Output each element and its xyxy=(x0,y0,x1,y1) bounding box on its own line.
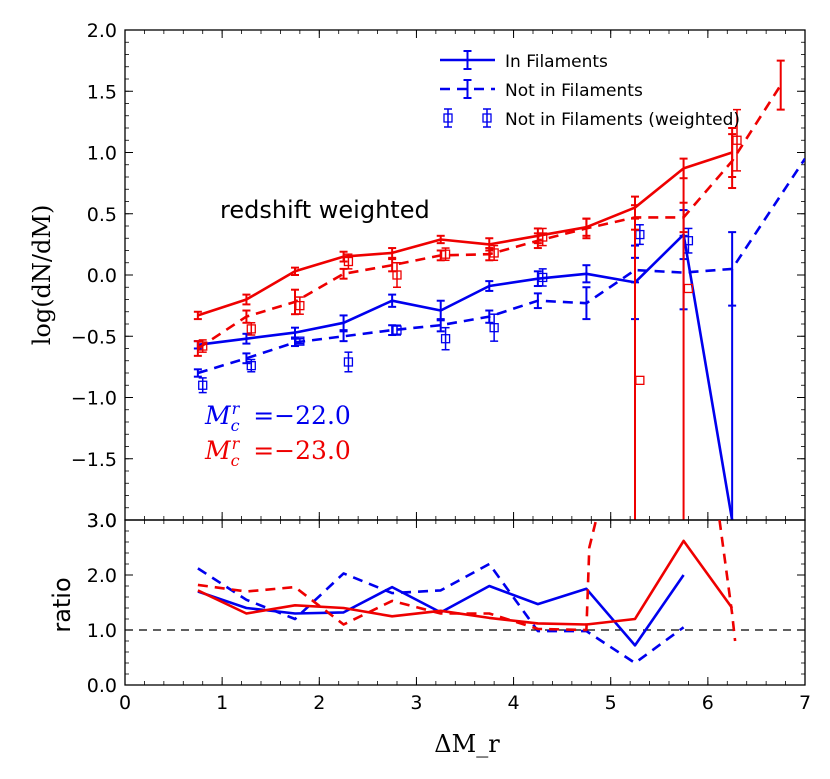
x-axis-label: ΔM_r xyxy=(434,730,500,758)
y-tick-label-main: 2.0 xyxy=(87,20,117,42)
square-marker xyxy=(246,360,256,371)
square-marker xyxy=(489,323,499,333)
square-marker xyxy=(343,357,354,367)
y-tick-label-main: −0.5 xyxy=(71,326,117,348)
x-tick-label: 0 xyxy=(119,692,131,714)
y-tick-label-main: 3.0 xyxy=(87,510,117,532)
square-marker xyxy=(198,380,208,390)
series-line-1 xyxy=(197,157,805,375)
y-tick-label-ratio: 1.0 xyxy=(87,620,117,642)
x-tick-label: 1 xyxy=(216,692,228,714)
square-marker xyxy=(246,324,256,334)
main-panel: 2.0 1.5 1.0 0.5 0.0 −0.5 −1.0 −1.5 3.0 xyxy=(71,20,806,685)
mc-label-1: Mcr =−23.0 xyxy=(204,434,351,470)
y-tick-label-main: −1.0 xyxy=(71,388,117,410)
ratio-panel: 0 1 2 3 4 5 6 7 0.0 1.0 2.0 3.0 xyxy=(87,510,811,714)
main-series xyxy=(193,59,805,520)
ratio-line-2 xyxy=(197,539,734,626)
y-axis-label-ratio: ratio xyxy=(48,577,76,632)
x-tick-label: 7 xyxy=(799,692,811,714)
x-tick-label: 6 xyxy=(702,692,714,714)
ratio-line-1 xyxy=(197,562,685,665)
legend-label-not-in-filaments-weighted: Not in Filaments (weighted) xyxy=(505,110,740,130)
square-marker xyxy=(489,248,499,258)
square-marker xyxy=(295,336,305,346)
ratio-series xyxy=(197,520,737,665)
y-tick-label-ratio-top: 3.0 xyxy=(87,510,117,532)
mc-label-0: Mcr =−22.0 xyxy=(204,399,351,435)
ratio-line-4 xyxy=(718,520,737,642)
square-marker xyxy=(440,334,451,344)
square-marker xyxy=(392,270,402,280)
square-marker xyxy=(538,272,548,283)
square-marker xyxy=(635,375,645,386)
legend-square xyxy=(482,113,492,123)
legend-label-in-filaments: In Filaments xyxy=(505,52,608,72)
square-marker xyxy=(343,256,354,267)
y-tick-label-main: −1.5 xyxy=(71,449,117,471)
y-axis-label-main: log(dN/dM) xyxy=(28,205,56,346)
square-marker xyxy=(198,341,208,351)
annotation-redshift-weighted: redshift weighted xyxy=(220,196,430,224)
square-marker xyxy=(538,232,548,242)
y-tick-label-main: 0.5 xyxy=(87,204,117,226)
x-tick-label: 3 xyxy=(410,692,422,714)
legend: In Filaments Not in Filaments Not in Fil… xyxy=(440,50,740,130)
x-tick-label: 5 xyxy=(605,692,617,714)
square-marker xyxy=(732,135,742,145)
ratio-frame xyxy=(124,519,806,686)
x-tick-label: 2 xyxy=(313,692,325,714)
ratio-line-3 xyxy=(197,520,598,632)
series-line-0 xyxy=(197,233,734,520)
x-tick-label: 4 xyxy=(508,692,520,714)
legend-label-not-in-filaments: Not in Filaments xyxy=(505,81,643,101)
y-tick-label-ratio: 2.0 xyxy=(87,565,117,587)
legend-square xyxy=(443,113,453,123)
square-marker xyxy=(440,249,451,259)
y-tick-label-main: 1.0 xyxy=(87,143,117,165)
y-tick-label-ratio: 0.0 xyxy=(87,675,117,697)
y-tick-label-main: 0.0 xyxy=(87,265,117,287)
y-tick-label-main: 1.5 xyxy=(87,81,117,103)
square-marker xyxy=(392,325,402,335)
series-line-3 xyxy=(197,151,733,317)
square-marker xyxy=(295,300,305,311)
